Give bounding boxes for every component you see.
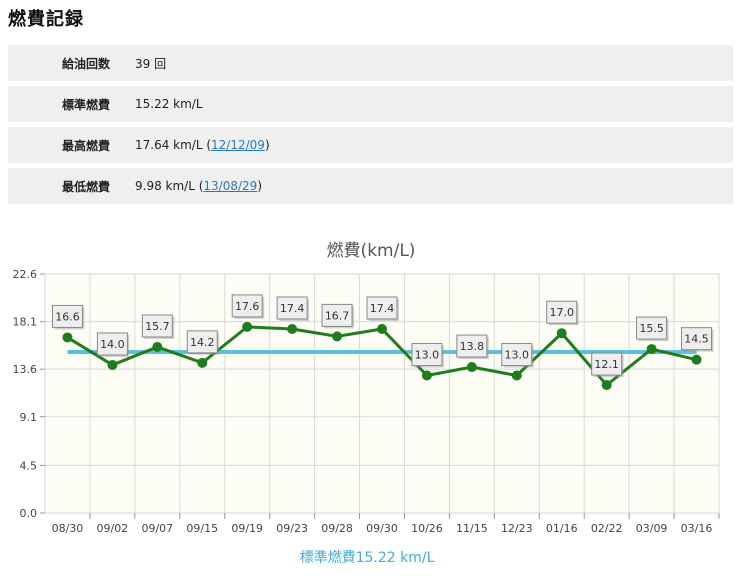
x-tick-label: 09/23 (276, 522, 308, 535)
data-point[interactable] (242, 321, 253, 332)
y-tick-label: 22.6 (13, 268, 38, 281)
stat-value-group: 9.98 km/L (13/08/29) (135, 179, 262, 193)
data-point[interactable] (646, 344, 657, 355)
stat-value: 9.98 km/L ( (135, 179, 204, 193)
x-tick-label: 10/26 (411, 522, 443, 535)
x-tick-label: 02/22 (591, 522, 623, 535)
data-label: 17.4 (280, 302, 305, 315)
x-tick-label: 09/19 (231, 522, 263, 535)
stat-label: 最高燃費 (61, 138, 110, 153)
data-point[interactable] (197, 357, 208, 368)
data-label-box (231, 294, 263, 318)
x-tick-label: 03/16 (681, 522, 713, 535)
data-label-box (51, 304, 83, 328)
data-label: 14.0 (100, 338, 125, 351)
worst-date-link[interactable]: 13/08/29 (203, 179, 258, 193)
data-point[interactable] (332, 331, 343, 342)
data-point[interactable] (421, 370, 432, 381)
data-label-box (456, 334, 488, 358)
x-axis-title: 標準燃費15.22 km/L (300, 549, 435, 566)
data-point[interactable] (62, 332, 73, 343)
data-label-box (636, 316, 668, 340)
y-axis: 0.0 4.5 9.1 13.6 18.1 22.6 (13, 268, 45, 520)
best-date-link[interactable]: 12/12/09 (211, 138, 265, 152)
y-tick-label: 9.1 (20, 411, 38, 424)
x-tick-label: 12/23 (501, 522, 533, 535)
data-point[interactable] (107, 359, 118, 370)
data-labels: 16.6 14.0 15.7 14.2 17.6 17.4 16.7 17.4 13.0 13.8… (51, 294, 714, 378)
data-label: 12.1 (594, 358, 619, 371)
data-point[interactable] (152, 341, 163, 352)
y-tick-label: 18.1 (13, 316, 38, 329)
data-point[interactable] (511, 370, 522, 381)
data-point[interactable] (466, 362, 477, 373)
x-axis: 08/30 09/02 09/07 09/15 09/19 09/23 09/28 09/30… (52, 513, 720, 535)
data-label-box (411, 343, 443, 367)
data-point[interactable] (601, 380, 612, 391)
data-label-box (321, 303, 353, 327)
data-label: 15.7 (145, 320, 170, 333)
data-label: 16.7 (325, 309, 350, 322)
stat-suffix: ) (257, 179, 262, 193)
y-tick-label: 13.6 (13, 363, 38, 376)
stat-label: 標準燃費 (61, 97, 110, 112)
data-label-box (96, 332, 128, 356)
stat-value: 39 回 (135, 56, 167, 71)
stat-row-standard: 標準燃費 15.22 km/L (8, 86, 733, 122)
stat-suffix: ) (264, 138, 270, 152)
data-label-box (186, 330, 218, 354)
y-tick-label: 4.5 (20, 459, 38, 472)
data-label: 13.0 (505, 349, 530, 362)
stat-value: 17.64 km/L ( (135, 138, 212, 152)
data-label-box (276, 296, 308, 320)
fuel-chart: 燃費(km/L) 0.0 4.5 9.1 13.6 18.1 22.6 08/30 09/0… (13, 241, 720, 566)
data-point[interactable] (287, 323, 298, 334)
stat-label: 最低燃費 (61, 179, 110, 194)
data-label-box (501, 343, 533, 367)
stat-row-worst: 最低燃費 9.98 km/L (13/08/29) (8, 168, 733, 204)
x-tick-label: 01/16 (546, 522, 578, 535)
stat-value: 15.22 km/L (135, 97, 203, 111)
data-label: 17.6 (235, 300, 260, 313)
x-tick-label: 09/28 (321, 522, 353, 535)
stats-table: 給油回数 39 回 標準燃費 15.22 km/L 最高燃費 17.64 km/… (8, 45, 733, 209)
chart-container: 燃費(km/L) 0.0 4.5 9.1 13.6 18.1 22.6 08/30 09/0… (0, 228, 745, 572)
grid (44, 273, 720, 514)
data-point[interactable] (556, 328, 567, 339)
y-tick-label: 0.0 (20, 507, 38, 520)
data-label-box (141, 314, 173, 338)
data-point[interactable] (691, 354, 702, 365)
data-label: 13.8 (460, 340, 485, 353)
data-label: 13.0 (415, 349, 440, 362)
x-tick-label: 03/09 (636, 522, 668, 535)
x-tick-label: 09/02 (97, 522, 129, 535)
data-label: 15.5 (639, 322, 664, 335)
x-tick-label: 08/30 (52, 522, 84, 535)
data-label: 17.4 (370, 302, 395, 315)
data-point[interactable] (377, 323, 387, 334)
x-tick-label: 09/15 (186, 522, 218, 535)
stat-row-best: 最高燃費 17.64 km/L (12/12/09) (8, 127, 733, 163)
data-label: 14.5 (684, 333, 709, 346)
data-label-box (681, 327, 713, 351)
data-label: 17.0 (549, 306, 574, 319)
data-label: 16.6 (55, 310, 80, 323)
x-tick-label: 09/30 (366, 522, 398, 535)
data-label-box (366, 296, 398, 320)
x-tick-label: 09/07 (141, 522, 173, 535)
chart-title: 燃費(km/L) (327, 241, 416, 261)
stat-label: 給油回数 (61, 56, 110, 71)
data-label-box (546, 300, 578, 324)
x-tick-label: 11/15 (456, 522, 488, 535)
page-title: 燃費記録 (8, 9, 84, 30)
data-label-box (591, 352, 623, 376)
data-label: 14.2 (190, 336, 215, 349)
stat-value-group: 17.64 km/L (12/12/09) (135, 138, 270, 152)
stat-row-refuel-count: 給油回数 39 回 (8, 45, 733, 81)
